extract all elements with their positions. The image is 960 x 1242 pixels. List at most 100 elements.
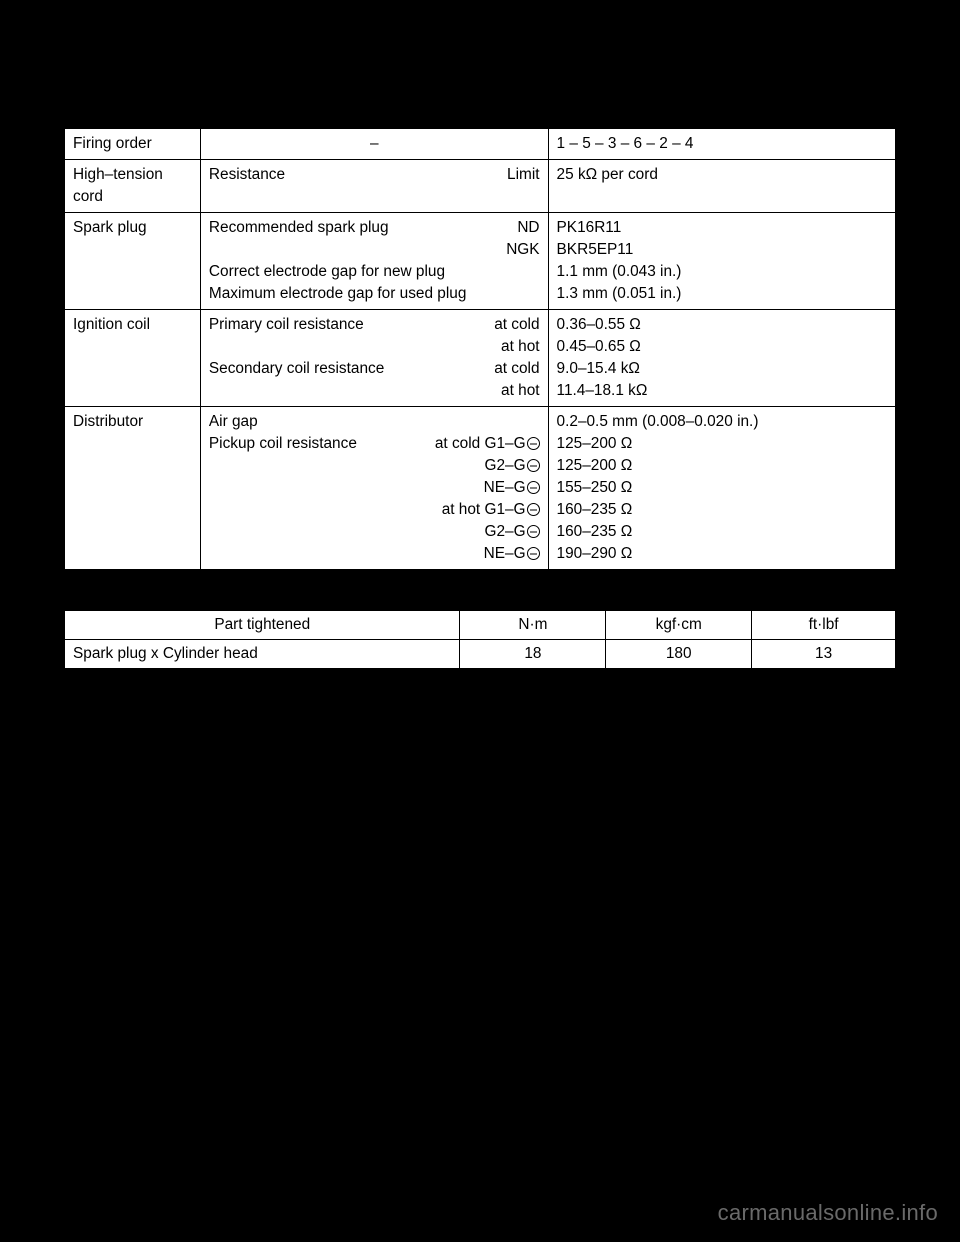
spec-value-line: PK16R11	[557, 217, 887, 239]
torque-part-cell: Spark plug x Cylinder head	[65, 640, 460, 669]
spec-value-line: 9.0–15.4 kΩ	[557, 358, 887, 380]
spec-param-line: Correct electrode gap for new plug	[209, 261, 540, 283]
spec-value-line: 160–235 Ω	[557, 499, 887, 521]
spec-value-line: 160–235 Ω	[557, 521, 887, 543]
ominus-icon	[527, 547, 540, 560]
table-row: Ignition coil Primary coil resistance at c…	[65, 310, 896, 407]
spec-param-right: ND	[509, 217, 539, 239]
spec-name-cell: Distributor	[65, 407, 201, 570]
spec-param-line: at hot G1–G	[209, 499, 540, 521]
spec-param-right: NE–G	[476, 477, 540, 499]
spec-param-right: at hot	[493, 336, 540, 358]
spec-param-line: at hot	[209, 380, 540, 402]
spec-table-body: Firing order – 1 – 5 – 3 – 6 – 2 – 4 High–t…	[65, 129, 896, 570]
spec-param-cell: Primary coil resistanceat coldat hotSeco…	[200, 310, 548, 407]
spec-table: Firing order – 1 – 5 – 3 – 6 – 2 – 4 High–t…	[64, 128, 896, 570]
watermark-text: carmanualsonline.info	[718, 1200, 938, 1226]
spec-param-left: Resistance	[209, 164, 285, 186]
spec-name-cell: Ignition coil	[65, 310, 201, 407]
spec-param-right: Limit	[499, 164, 540, 186]
spec-value-line: 190–290 Ω	[557, 543, 887, 565]
spec-param-line: Air gap	[209, 411, 540, 433]
spec-param-cell: Air gapPickup coil resistance at cold G1–…	[200, 407, 548, 570]
spec-param-right: G2–G	[476, 521, 539, 543]
spec-param-right: at cold	[486, 358, 539, 380]
table-row: High–tension cord Resistance Limit 25 kΩ pe…	[65, 160, 896, 213]
table-row: DistributorAir gapPickup coil resistance…	[65, 407, 896, 570]
spec-value-line: 0.45–0.65 Ω	[557, 336, 887, 358]
spec-param-line: NE–G	[209, 477, 540, 499]
page-content: Firing order – 1 – 5 – 3 – 6 – 2 – 4 High–t…	[64, 128, 896, 669]
torque-header-row: Part tightened N·m kgf·cm ft·lbf	[65, 611, 896, 640]
spec-param-left: Secondary coil resistance	[209, 358, 384, 380]
spec-value-line: BKR5EP11	[557, 239, 887, 261]
spec-param-line: NGK	[209, 239, 540, 261]
spec-param-line: Resistance Limit	[209, 164, 540, 186]
spec-param-cell: Recommended spark plug NDNGK Correct elect…	[200, 213, 548, 310]
spec-value-line: 155–250 Ω	[557, 477, 887, 499]
spec-value-cell: 0.2–0.5 mm (0.008–0.020 in.)125–200 Ω125…	[548, 407, 895, 570]
spec-param-cell: –	[200, 129, 548, 160]
spec-param-right: NGK	[498, 239, 539, 261]
ominus-icon	[527, 459, 540, 472]
spec-param-line: –	[209, 133, 540, 155]
spec-param-right	[532, 283, 540, 305]
spec-value-line: 0.2–0.5 mm (0.008–0.020 in.)	[557, 411, 887, 433]
spec-param-right: NE–G	[476, 543, 540, 565]
spec-param-left: Pickup coil resistance	[209, 433, 357, 455]
torque-nm-cell: 18	[460, 640, 606, 669]
spec-param-line: G2–G	[209, 455, 540, 477]
spec-value-cell: PK16R11BKR5EP111.1 mm (0.043 in.)1.3 mm …	[548, 213, 895, 310]
spec-param-right: at cold	[486, 314, 539, 336]
spec-param-right: G2–G	[476, 455, 539, 477]
torque-kgfcm-cell: 180	[606, 640, 752, 669]
spec-param-right: at hot	[493, 380, 540, 402]
spec-param-right	[532, 411, 540, 433]
spec-value-line: 1 – 5 – 3 – 6 – 2 – 4	[557, 133, 887, 155]
ominus-icon	[527, 437, 540, 450]
spec-name-cell: High–tension cord	[65, 160, 201, 213]
spec-param-left: Maximum electrode gap for used plug	[209, 283, 467, 305]
spec-param-left: Recommended spark plug	[209, 217, 389, 239]
spec-param-line: Primary coil resistance at cold	[209, 314, 540, 336]
spec-value-cell: 1 – 5 – 3 – 6 – 2 – 4	[548, 129, 895, 160]
ominus-icon	[527, 503, 540, 516]
torque-header-nm: N·m	[460, 611, 606, 640]
table-row: Firing order – 1 – 5 – 3 – 6 – 2 – 4	[65, 129, 896, 160]
spec-param-line: G2–G	[209, 521, 540, 543]
spec-value-line: 25 kΩ per cord	[557, 164, 887, 186]
spec-name-cell: Spark plug	[65, 213, 201, 310]
spec-value-line: 125–200 Ω	[557, 455, 887, 477]
table-row: Spark plug Recommended spark plug NDNGK Cor…	[65, 213, 896, 310]
spec-param-right: at hot G1–G	[434, 499, 540, 521]
spec-name-cell: Firing order	[65, 129, 201, 160]
spec-param-left: Air gap	[209, 411, 258, 433]
spec-param-right: at cold G1–G	[427, 433, 540, 455]
spec-param-line: Recommended spark plug ND	[209, 217, 540, 239]
spec-param-line: Secondary coil resistance at cold	[209, 358, 540, 380]
torque-header-ftlbf: ft·lbf	[752, 611, 896, 640]
torque-header-part: Part tightened	[65, 611, 460, 640]
spec-value-line: 0.36–0.55 Ω	[557, 314, 887, 336]
spec-param-left: Primary coil resistance	[209, 314, 364, 336]
spec-param-line: Maximum electrode gap for used plug	[209, 283, 540, 305]
torque-ftlbf-cell: 13	[752, 640, 896, 669]
spec-param-line: NE–G	[209, 543, 540, 565]
spec-param-left: Correct electrode gap for new plug	[209, 261, 445, 283]
spec-value-cell: 25 kΩ per cord	[548, 160, 895, 213]
torque-header-kgfcm: kgf·cm	[606, 611, 752, 640]
spec-param-line: at hot	[209, 336, 540, 358]
torque-table: Part tightened N·m kgf·cm ft·lbf Spark p…	[64, 610, 896, 669]
spec-value-line: 1.3 mm (0.051 in.)	[557, 283, 887, 305]
spec-value-line: 11.4–18.1 kΩ	[557, 380, 887, 402]
torque-table-body: Spark plug x Cylinder head1818013	[65, 640, 896, 669]
ominus-icon	[527, 525, 540, 538]
spec-param-line: Pickup coil resistance at cold G1–G	[209, 433, 540, 455]
spec-param-right	[532, 261, 540, 283]
spec-value-line: 1.1 mm (0.043 in.)	[557, 261, 887, 283]
ominus-icon	[527, 481, 540, 494]
spec-param-cell: Resistance Limit	[200, 160, 548, 213]
spec-param-text: –	[370, 133, 379, 155]
table-row: Spark plug x Cylinder head1818013	[65, 640, 896, 669]
spec-value-line: 125–200 Ω	[557, 433, 887, 455]
